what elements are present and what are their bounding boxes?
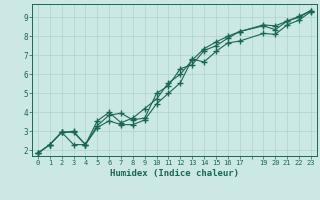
X-axis label: Humidex (Indice chaleur): Humidex (Indice chaleur) [110,169,239,178]
